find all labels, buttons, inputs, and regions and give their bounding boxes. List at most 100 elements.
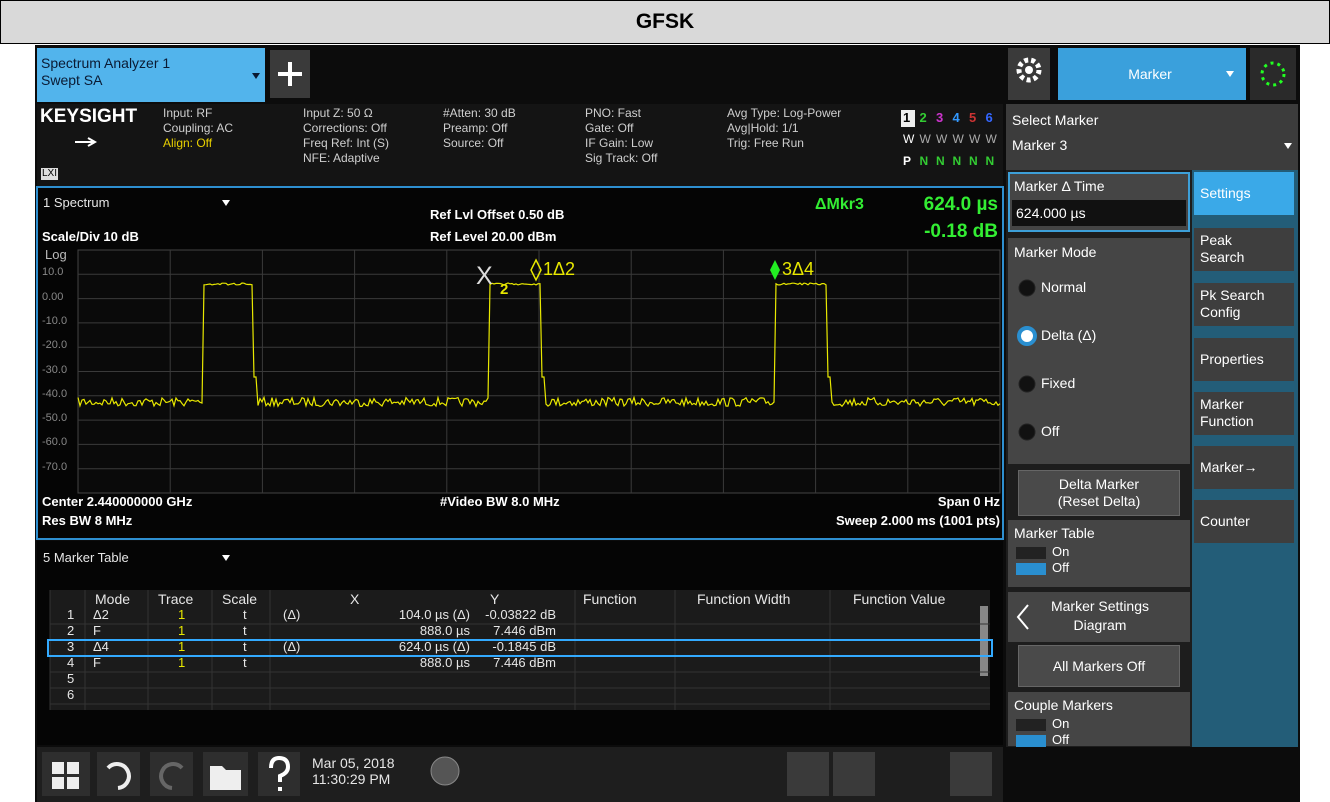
- trace-number: 3: [936, 110, 944, 125]
- tab-label: Counter: [1200, 513, 1250, 529]
- side-tab[interactable]: [1194, 283, 1294, 326]
- row-ref: (Δ): [283, 607, 301, 622]
- status-text: #Atten: 30 dB: [443, 106, 516, 120]
- status-indicator[interactable]: [1250, 48, 1296, 100]
- status-text: Trig: Free Run: [727, 136, 804, 150]
- settings-diagram-key[interactable]: [1008, 592, 1190, 642]
- taskbar-button[interactable]: [880, 752, 922, 796]
- row-number: 4: [67, 655, 75, 670]
- marker-x: X: [476, 262, 493, 290]
- toggle-indicator: [1016, 563, 1046, 575]
- marker-2: 2: [500, 281, 509, 298]
- status-text: Input: RF: [163, 106, 213, 120]
- button-label: Diagram: [1073, 617, 1127, 633]
- button-label: Delta Marker: [1058, 476, 1140, 492]
- sweep: Sweep 2.000 ms (1001 pts): [835, 513, 1000, 528]
- marker-mode-key: [1008, 238, 1190, 464]
- side-tab[interactable]: [1194, 228, 1294, 271]
- trace-type: W: [952, 132, 964, 146]
- taskbar-button[interactable]: [833, 752, 875, 796]
- time: 11:30:29 PM: [312, 771, 391, 787]
- row-mode: F: [93, 655, 101, 670]
- trace-number: 6: [985, 110, 993, 125]
- input-icon: [75, 137, 98, 147]
- side-tab[interactable]: [1194, 172, 1294, 215]
- taskbar-button[interactable]: [42, 752, 90, 796]
- status-text: Input Z: 50 Ω: [303, 106, 373, 120]
- trace-detector: N: [919, 154, 929, 168]
- trace-detector: N: [969, 154, 978, 168]
- row-x: 888.0 µs: [419, 655, 470, 670]
- status-text: Corrections: Off: [303, 121, 387, 135]
- radio-label: Off: [1041, 423, 1060, 439]
- trace-detector: N: [985, 154, 995, 168]
- row-scale: t: [243, 623, 247, 638]
- status-text: Preamp: Off: [443, 121, 508, 135]
- softkey-button[interactable]: [1018, 470, 1180, 516]
- dropdown-arrow: [222, 200, 230, 206]
- tab-label: Properties: [1200, 351, 1264, 367]
- radio-label: Delta (Δ): [1041, 327, 1097, 343]
- toggle-label: Marker Table: [1014, 525, 1095, 541]
- y-label: -40.0: [42, 387, 68, 400]
- trace-number: 2: [919, 110, 927, 125]
- radio: [1018, 375, 1036, 393]
- button-label: (Reset Delta): [1057, 493, 1141, 509]
- side-tab[interactable]: [1194, 446, 1294, 489]
- taskbar-button[interactable]: [950, 752, 992, 796]
- menu-dropdown[interactable]: [1058, 48, 1246, 100]
- column-header: Function Width: [697, 591, 791, 607]
- radio: [1018, 423, 1036, 441]
- page-title: GFSK: [635, 10, 695, 33]
- marker-diamond: [530, 258, 542, 282]
- row-mode: F: [93, 623, 101, 638]
- column-header: Function: [583, 591, 637, 607]
- trace-type: W: [985, 132, 997, 146]
- trace-type: W: [919, 132, 931, 146]
- instrument-tab[interactable]: [37, 48, 265, 102]
- table-body: [50, 590, 990, 710]
- column-header: Scale: [222, 591, 258, 607]
- center-freq: Center 2.440000000 GHz: [42, 494, 193, 509]
- softkey-button[interactable]: [1018, 645, 1180, 687]
- tab-label: Marker: [1200, 396, 1244, 412]
- trace-type: W: [936, 132, 948, 146]
- menu-label: Marker: [1128, 66, 1172, 82]
- tab-label: Settings: [1200, 185, 1251, 201]
- tab-label: Pk Search: [1200, 287, 1265, 303]
- delta-time-value: 624.000 µs: [1016, 205, 1086, 221]
- row-number: 6: [67, 687, 75, 702]
- tab-label: Function: [1200, 413, 1254, 429]
- row-y: 7.446 dBm: [493, 655, 556, 670]
- delta-time-input[interactable]: [1012, 200, 1186, 226]
- span: Span 0 Hz: [937, 494, 1000, 509]
- brand: KEYSIGHT: [40, 106, 138, 127]
- trace: [77, 282, 1001, 409]
- row-trace: 1: [178, 639, 186, 654]
- delta-time-label: Marker Δ Time: [1014, 178, 1105, 194]
- column-header: Mode: [95, 591, 131, 607]
- status-bar: [37, 104, 1003, 186]
- marker-diamond: [770, 260, 780, 280]
- side-tab[interactable]: [1194, 500, 1294, 543]
- select-marker[interactable]: [1006, 104, 1298, 170]
- y-label: -70.0: [42, 460, 68, 473]
- ref-level: Ref Level 20.00 dBm: [430, 229, 557, 244]
- side-tab[interactable]: [1194, 392, 1294, 435]
- button-label: All Markers Off: [1052, 658, 1146, 674]
- dropdown-arrow: [222, 555, 230, 561]
- lxi-badge: LXI: [41, 168, 59, 180]
- side-tab[interactable]: [1194, 338, 1294, 381]
- gear-icon: [1016, 57, 1042, 83]
- status-text: Avg|Hold: 1/1: [727, 121, 799, 135]
- video-bw: #Video BW 8.0 MHz: [440, 494, 560, 509]
- button-label: Marker Settings: [1050, 598, 1150, 614]
- tab-label: Config: [1200, 304, 1241, 320]
- y-label: 10.0: [42, 266, 64, 279]
- status-text: Source: Off: [443, 136, 504, 150]
- column-header: Trace: [158, 591, 194, 607]
- taskbar-button[interactable]: [787, 752, 829, 796]
- row-trace: 1: [178, 655, 186, 670]
- row-number: 1: [67, 607, 75, 622]
- toggle-indicator: [1016, 547, 1046, 559]
